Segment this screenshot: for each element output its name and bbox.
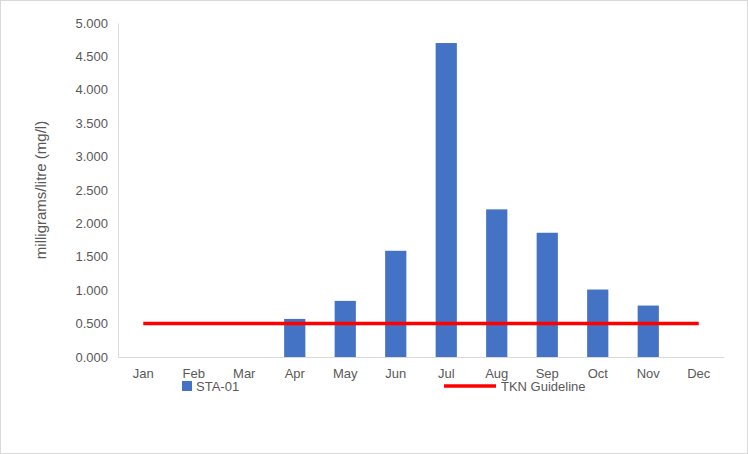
y-tick: 4.000 <box>75 82 118 97</box>
chart: 0.000 0.500 1.000 1.500 2.000 2.500 3.000 3.500… <box>0 0 748 454</box>
y-tick: 3.000 <box>75 149 118 164</box>
y-axis-title: milligrams/litre (mg/l) <box>32 121 49 259</box>
y-tick: 1.000 <box>75 283 118 298</box>
y-tick: 5.000 <box>75 16 118 31</box>
x-tick: Jun <box>385 357 406 381</box>
x-tick-label: Jan <box>133 366 154 381</box>
x-tick: Nov <box>637 357 661 381</box>
chart-frame <box>1 1 748 454</box>
y-tick: 2.500 <box>75 183 118 198</box>
bar <box>486 209 507 357</box>
plot-area: 0.000 0.500 1.000 1.500 2.000 2.500 3.000 3.500… <box>75 16 724 382</box>
x-tick-label: Jul <box>438 366 455 381</box>
y-tick: 0.500 <box>75 316 118 331</box>
x-tick-label: Oct <box>588 366 609 381</box>
bar <box>537 233 558 357</box>
y-tick: 4.500 <box>75 49 118 64</box>
marks <box>143 43 699 357</box>
bar <box>335 301 356 357</box>
y-tick-label: 0.000 <box>75 350 108 365</box>
legend-label: TKN Guideline <box>501 379 586 394</box>
y-tick-label: 3.500 <box>75 116 108 131</box>
x-tick: Oct <box>588 357 609 381</box>
x-tick-label: Jun <box>385 366 406 381</box>
y-tick-label: 1.000 <box>75 283 108 298</box>
bar <box>638 306 659 357</box>
x-axis-line <box>119 357 725 358</box>
legend-label: STA-01 <box>196 379 239 394</box>
y-tick-label: 1.500 <box>75 249 108 264</box>
y-tick-label: 3.000 <box>75 149 108 164</box>
y-tick-label: 2.000 <box>75 216 108 231</box>
y-axis: 0.000 0.500 1.000 1.500 2.000 2.500 3.000 3.500… <box>75 16 118 365</box>
x-tick-label: May <box>333 366 358 381</box>
bar <box>436 43 457 357</box>
x-tick-label: Apr <box>285 366 306 381</box>
y-tick-label: 2.500 <box>75 183 108 198</box>
y-tick: 3.500 <box>75 116 118 131</box>
y-tick: 2.000 <box>75 216 118 231</box>
x-tick: Jan <box>133 357 154 381</box>
y-tick-label: 5.000 <box>75 16 108 31</box>
x-tick: Apr <box>285 357 306 381</box>
x-tick: May <box>333 357 358 381</box>
legend-key <box>444 384 496 388</box>
y-tick: 1.500 <box>75 249 118 264</box>
y-axis-line <box>118 24 119 358</box>
y-tick-label: 0.500 <box>75 316 108 331</box>
x-tick: Dec <box>687 357 711 381</box>
y-tick: 0.000 <box>75 350 118 365</box>
legend: STA-01 TKN Guideline <box>182 379 586 394</box>
x-tick-label: Nov <box>637 366 661 381</box>
y-tick-label: 4.500 <box>75 49 108 64</box>
x-tick: Jul <box>438 357 455 381</box>
bar <box>385 251 406 357</box>
x-tick-label: Dec <box>687 366 711 381</box>
y-tick-label: 4.000 <box>75 82 108 97</box>
legend-key <box>182 381 192 391</box>
line <box>143 322 699 326</box>
